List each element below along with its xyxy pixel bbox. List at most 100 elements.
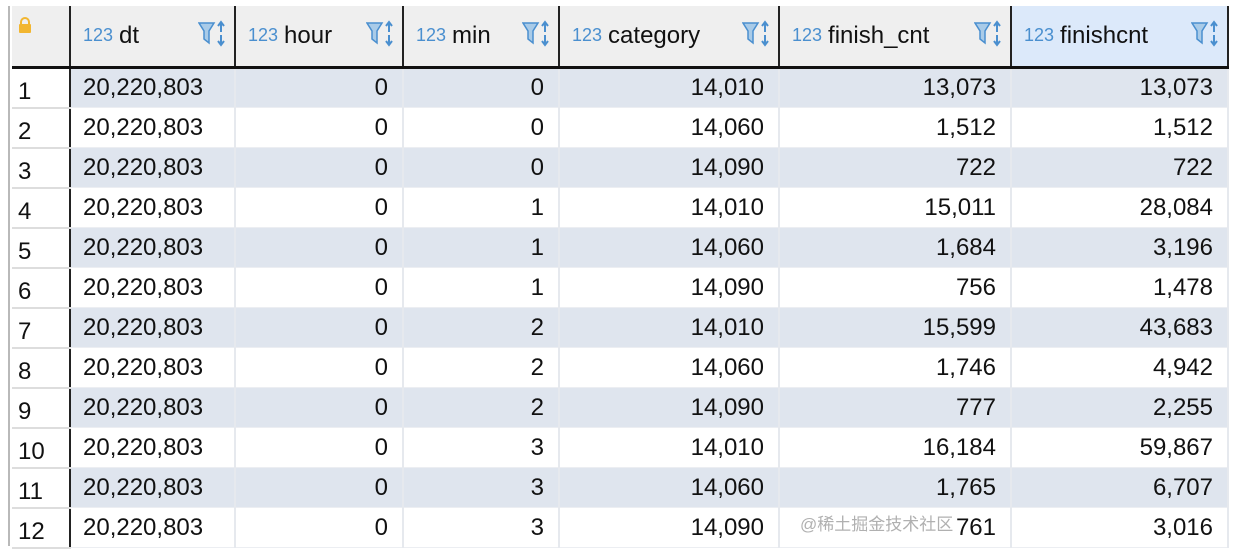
cell-category[interactable]: 14,060 [559,107,780,148]
cell-category[interactable]: 14,090 [559,147,780,188]
cell-min[interactable]: 2 [403,307,560,348]
table-row[interactable]: 2 20,220,803 0 0 14,060 1,512 1,512 [12,107,1229,149]
cell-category[interactable]: 14,090 [559,507,780,548]
cell-category[interactable]: 14,090 [559,267,780,308]
row-number[interactable]: 3 [12,147,71,189]
row-number[interactable]: 4 [12,187,71,229]
cell-hour[interactable]: 0 [235,227,404,268]
cell-min[interactable]: 1 [403,187,560,228]
cell-finish-cnt[interactable]: 722 [779,147,1012,188]
filter-icon[interactable] [1191,22,1209,45]
sort-icon[interactable] [217,20,225,47]
table-row[interactable]: 9 20,220,803 0 2 14,090 777 2,255 [12,387,1229,429]
cell-finish-cnt[interactable]: 1,684 [779,227,1012,268]
cell-hour[interactable]: 0 [235,427,404,468]
cell-finish-cnt[interactable]: 1,512 [779,107,1012,148]
sort-icon[interactable] [541,20,549,47]
row-number[interactable]: 7 [12,307,71,349]
table-row[interactable]: 12 20,220,803 0 3 14,090 761 3,016 [12,507,1229,549]
cell-dt[interactable]: 20,220,803 [70,307,236,348]
cell-category[interactable]: 14,060 [559,467,780,508]
cell-hour[interactable]: 0 [235,147,404,188]
table-row[interactable]: 1 20,220,803 0 0 14,010 13,073 13,073 [12,67,1229,109]
filter-icon[interactable] [974,22,992,45]
cell-finishcnt[interactable]: 722 [1011,147,1229,188]
row-number[interactable]: 8 [12,347,71,389]
cell-finishcnt[interactable]: 1,478 [1011,267,1229,308]
cell-finishcnt[interactable]: 4,942 [1011,347,1229,388]
cell-finish-cnt[interactable]: 761 [779,507,1012,548]
filter-sort-icons[interactable] [522,20,552,48]
cell-finish-cnt[interactable]: 756 [779,267,1012,308]
filter-icon[interactable] [742,22,760,45]
cell-finishcnt[interactable]: 6,707 [1011,467,1229,508]
cell-finishcnt[interactable]: 3,196 [1011,227,1229,268]
column-header-dt[interactable]: 123 dt [70,6,236,69]
row-number[interactable]: 2 [12,107,71,149]
cell-min[interactable]: 2 [403,347,560,388]
cell-dt[interactable]: 20,220,803 [70,347,236,388]
table-row[interactable]: 3 20,220,803 0 0 14,090 722 722 [12,147,1229,189]
cell-dt[interactable]: 20,220,803 [70,427,236,468]
cell-dt[interactable]: 20,220,803 [70,387,236,428]
table-row[interactable]: 6 20,220,803 0 1 14,090 756 1,478 [12,267,1229,309]
cell-hour[interactable]: 0 [235,67,404,108]
filter-icon[interactable] [198,22,216,45]
row-number[interactable]: 10 [12,427,71,469]
cell-finish-cnt[interactable]: 15,599 [779,307,1012,348]
filter-sort-icons[interactable] [366,20,396,48]
cell-dt[interactable]: 20,220,803 [70,227,236,268]
table-row[interactable]: 4 20,220,803 0 1 14,010 15,011 28,084 [12,187,1229,229]
cell-dt[interactable]: 20,220,803 [70,467,236,508]
cell-hour[interactable]: 0 [235,107,404,148]
filter-icon[interactable] [522,22,540,45]
cell-category[interactable]: 14,060 [559,227,780,268]
filter-sort-icons[interactable] [198,20,228,48]
cell-hour[interactable]: 0 [235,507,404,548]
cell-category[interactable]: 14,010 [559,427,780,468]
cell-finishcnt[interactable]: 28,084 [1011,187,1229,228]
cell-finish-cnt[interactable]: 1,765 [779,467,1012,508]
cell-category[interactable]: 14,010 [559,187,780,228]
cell-min[interactable]: 1 [403,227,560,268]
row-number[interactable]: 9 [12,387,71,429]
cell-min[interactable]: 3 [403,467,560,508]
row-number[interactable]: 11 [12,467,71,509]
sort-icon[interactable] [385,20,393,47]
table-row[interactable]: 10 20,220,803 0 3 14,010 16,184 59,867 [12,427,1229,469]
column-header-category[interactable]: 123 category [559,6,780,69]
cell-dt[interactable]: 20,220,803 [70,147,236,188]
sort-icon[interactable] [993,20,1001,47]
cell-min[interactable]: 1 [403,267,560,308]
row-number[interactable]: 1 [12,67,71,109]
cell-finish-cnt[interactable]: 777 [779,387,1012,428]
column-header-finishcnt[interactable]: 123 finishcnt [1011,6,1229,69]
cell-finishcnt[interactable]: 43,683 [1011,307,1229,348]
row-number[interactable]: 6 [12,267,71,309]
sort-icon[interactable] [761,20,769,47]
cell-dt[interactable]: 20,220,803 [70,507,236,548]
cell-hour[interactable]: 0 [235,347,404,388]
cell-min[interactable]: 2 [403,387,560,428]
filter-icon[interactable] [366,22,384,45]
cell-hour[interactable]: 0 [235,187,404,228]
cell-finish-cnt[interactable]: 13,073 [779,67,1012,108]
cell-hour[interactable]: 0 [235,387,404,428]
cell-dt[interactable]: 20,220,803 [70,267,236,308]
cell-min[interactable]: 3 [403,427,560,468]
column-header-hour[interactable]: 123 hour [235,6,404,69]
cell-hour[interactable]: 0 [235,307,404,348]
cell-min[interactable]: 0 [403,147,560,188]
cell-dt[interactable]: 20,220,803 [70,67,236,108]
cell-category[interactable]: 14,060 [559,347,780,388]
cell-finishcnt[interactable]: 3,016 [1011,507,1229,548]
cell-finish-cnt[interactable]: 15,011 [779,187,1012,228]
column-header-finish-cnt[interactable]: 123 finish_cnt [779,6,1012,69]
row-number[interactable]: 5 [12,227,71,269]
filter-sort-icons[interactable] [742,20,772,48]
filter-sort-icons[interactable] [974,20,1004,48]
table-row[interactable]: 8 20,220,803 0 2 14,060 1,746 4,942 [12,347,1229,389]
filter-sort-icons[interactable] [1191,20,1221,48]
cell-dt[interactable]: 20,220,803 [70,187,236,228]
cell-min[interactable]: 0 [403,67,560,108]
